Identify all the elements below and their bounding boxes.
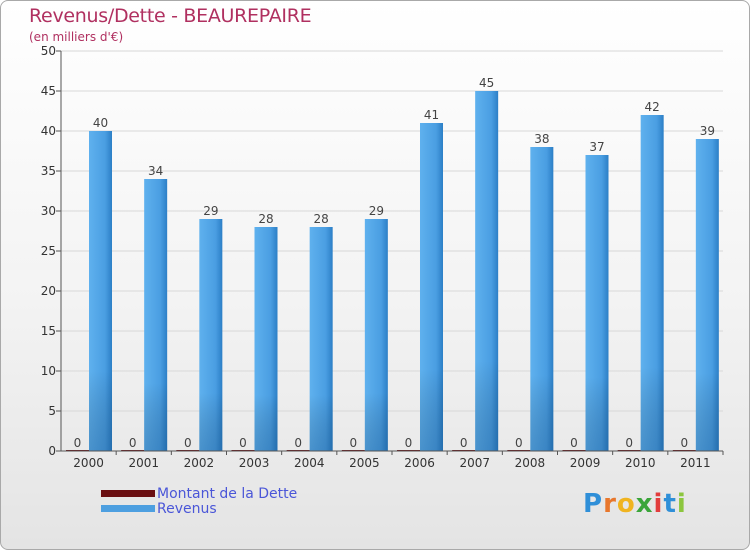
debt-value-label: 0 bbox=[350, 436, 358, 450]
revenue-bar-shade bbox=[475, 91, 499, 451]
x-tick-label: 2010 bbox=[625, 456, 656, 470]
debt-value-label: 0 bbox=[515, 436, 523, 450]
logo-letter: i bbox=[676, 489, 687, 519]
x-tick-label: 2009 bbox=[570, 456, 601, 470]
logo-letter: r bbox=[603, 489, 617, 519]
revenue-bar-shade bbox=[695, 139, 719, 451]
legend-swatch-revenus bbox=[101, 505, 155, 512]
legend-label-dette: Montant de la Dette bbox=[157, 486, 298, 502]
revenue-bar-shade bbox=[309, 227, 333, 451]
x-tick-label: 2005 bbox=[349, 456, 380, 470]
revenue-bar-shade bbox=[144, 179, 168, 451]
y-tick-label: 50 bbox=[41, 44, 56, 58]
logo-letter: o bbox=[616, 489, 636, 519]
revenue-value-label: 39 bbox=[700, 124, 715, 138]
x-tick-label: 2001 bbox=[128, 456, 159, 470]
revenue-value-label: 29 bbox=[369, 204, 384, 218]
logo-letter: i bbox=[653, 489, 664, 519]
y-tick-label: 45 bbox=[41, 84, 56, 98]
debt-value-label: 0 bbox=[184, 436, 192, 450]
debt-value-label: 0 bbox=[294, 436, 302, 450]
revenue-value-label: 34 bbox=[148, 164, 163, 178]
chart-subtitle: (en milliers d'€) bbox=[29, 30, 124, 44]
x-tick-label: 2011 bbox=[680, 456, 711, 470]
debt-value-label: 0 bbox=[681, 436, 689, 450]
debt-value-label: 0 bbox=[74, 436, 82, 450]
x-tick-label: 2007 bbox=[459, 456, 490, 470]
revenue-value-label: 40 bbox=[93, 116, 108, 130]
debt-value-label: 0 bbox=[570, 436, 578, 450]
revenue-bar-shade bbox=[530, 147, 554, 451]
y-tick-label: 25 bbox=[41, 244, 56, 258]
y-tick-label: 30 bbox=[41, 204, 56, 218]
revenue-bar-shade bbox=[199, 219, 223, 451]
revenue-value-label: 42 bbox=[645, 100, 660, 114]
y-tick-label: 20 bbox=[41, 284, 56, 298]
x-tick-label: 2008 bbox=[515, 456, 546, 470]
logo-letter: t bbox=[663, 489, 677, 519]
revenue-value-label: 38 bbox=[534, 132, 549, 146]
debt-value-label: 0 bbox=[129, 436, 137, 450]
legend-swatch-dette bbox=[101, 490, 155, 497]
revenue-bar-shade bbox=[585, 155, 609, 451]
proxiti-logo: Proxiti bbox=[583, 489, 687, 519]
x-tick-label: 2004 bbox=[294, 456, 325, 470]
debt-value-label: 0 bbox=[460, 436, 468, 450]
chart-title: Revenus/Dette - BEAUREPAIRE bbox=[29, 5, 312, 27]
legend-label-revenus: Revenus bbox=[157, 501, 217, 517]
logo-letter: x bbox=[635, 489, 654, 519]
y-tick-label: 0 bbox=[48, 444, 56, 458]
revenue-bar-shade bbox=[89, 131, 112, 451]
revenue-bar-shade bbox=[254, 227, 278, 451]
y-tick-label: 35 bbox=[41, 164, 56, 178]
revenue-value-label: 45 bbox=[479, 76, 494, 90]
logo-letter: P bbox=[583, 489, 604, 519]
x-tick-label: 2000 bbox=[73, 456, 104, 470]
revenue-value-label: 28 bbox=[258, 212, 273, 226]
revenue-value-label: 37 bbox=[589, 140, 604, 154]
revenue-bar-shade bbox=[420, 123, 443, 451]
y-tick-label: 15 bbox=[41, 324, 56, 338]
debt-value-label: 0 bbox=[239, 436, 247, 450]
x-tick-label: 2003 bbox=[239, 456, 270, 470]
x-tick-label: 2006 bbox=[404, 456, 435, 470]
y-tick-label: 5 bbox=[48, 404, 56, 418]
revenue-bar-shade bbox=[640, 115, 664, 451]
revenue-value-label: 28 bbox=[314, 212, 329, 226]
debt-value-label: 0 bbox=[405, 436, 413, 450]
revenue-bar-shade bbox=[364, 219, 388, 451]
x-tick-label: 2002 bbox=[184, 456, 215, 470]
debt-value-label: 0 bbox=[625, 436, 633, 450]
revenue-value-label: 41 bbox=[424, 108, 439, 122]
revenue-value-label: 29 bbox=[203, 204, 218, 218]
y-tick-label: 10 bbox=[41, 364, 56, 378]
y-tick-label: 40 bbox=[41, 124, 56, 138]
